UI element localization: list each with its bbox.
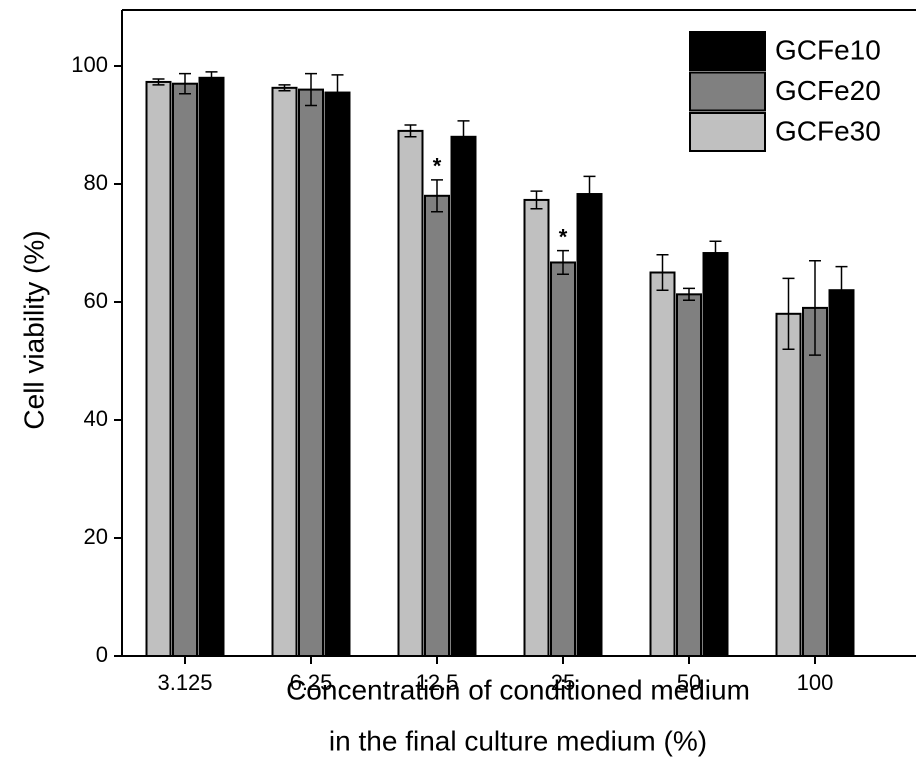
legend-label: GCFe30 bbox=[775, 115, 881, 146]
bar bbox=[649, 271, 676, 657]
bar bbox=[802, 306, 828, 657]
error-bar bbox=[404, 124, 417, 138]
bar bbox=[523, 198, 550, 657]
legend-label: GCFe20 bbox=[775, 75, 881, 106]
x-tick-label: 25 bbox=[551, 670, 575, 695]
bar bbox=[702, 252, 729, 657]
bar bbox=[145, 80, 172, 658]
y-tick-label: 60 bbox=[84, 288, 108, 313]
error-bar bbox=[709, 240, 722, 266]
bar bbox=[397, 129, 424, 657]
bar bbox=[550, 261, 576, 657]
bar bbox=[828, 289, 855, 657]
error-bar bbox=[656, 254, 669, 291]
y-tick-label: 100 bbox=[71, 52, 108, 77]
error-bar bbox=[557, 249, 569, 276]
error-bar bbox=[530, 190, 543, 210]
legend-swatch bbox=[689, 31, 766, 71]
bar bbox=[450, 135, 477, 658]
annotation: * bbox=[559, 224, 568, 249]
x-axis-title: Concentration of conditioned medium bbox=[286, 674, 750, 705]
bar bbox=[271, 86, 298, 657]
error-bar bbox=[305, 72, 317, 107]
x-tick-label: 100 bbox=[797, 670, 834, 695]
error-bar bbox=[457, 120, 470, 154]
error-bar bbox=[152, 78, 165, 86]
bar bbox=[198, 76, 225, 658]
error-bar bbox=[782, 277, 795, 350]
error-bar bbox=[278, 84, 291, 92]
error-bar bbox=[583, 175, 596, 213]
x-tick-label: 50 bbox=[677, 670, 701, 695]
bar bbox=[298, 88, 324, 658]
bar bbox=[576, 193, 603, 657]
bar bbox=[775, 312, 802, 657]
error-bar bbox=[179, 72, 191, 95]
bar bbox=[324, 91, 351, 658]
y-tick-label: 0 bbox=[96, 642, 108, 667]
error-bar bbox=[205, 71, 218, 85]
error-bar bbox=[835, 265, 848, 315]
error-bar bbox=[809, 259, 821, 356]
y-tick-label: 80 bbox=[84, 170, 108, 195]
error-bar bbox=[431, 179, 443, 213]
x-axis-title: in the final culture medium (%) bbox=[329, 725, 707, 756]
legend-swatch bbox=[689, 71, 766, 112]
y-axis-title: Cell viability (%) bbox=[18, 230, 49, 429]
error-bar bbox=[683, 287, 695, 301]
x-tick-label: 6.25 bbox=[290, 670, 333, 695]
y-tick-label: 40 bbox=[84, 406, 108, 431]
legend-label: GCFe10 bbox=[775, 34, 881, 65]
x-tick-label: 3.125 bbox=[157, 670, 212, 695]
annotation: * bbox=[433, 154, 442, 179]
error-bar bbox=[331, 74, 344, 111]
bar bbox=[676, 293, 702, 657]
legend-swatch bbox=[689, 112, 766, 152]
x-tick-label: 12.5 bbox=[416, 670, 459, 695]
bar bbox=[424, 194, 450, 658]
y-tick-label: 20 bbox=[84, 524, 108, 549]
bar bbox=[172, 82, 198, 657]
